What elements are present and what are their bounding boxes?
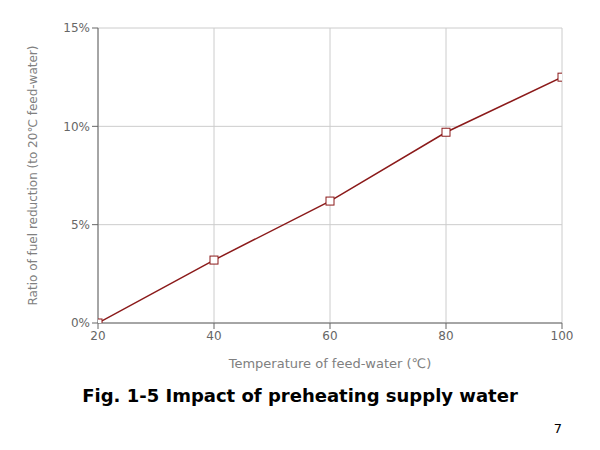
svg-text:60: 60	[322, 329, 337, 343]
svg-text:15%: 15%	[63, 21, 90, 35]
svg-text:10%: 10%	[63, 120, 90, 134]
svg-text:0%: 0%	[71, 316, 90, 330]
svg-text:100: 100	[551, 329, 574, 343]
html-text:7: 7	[553, 421, 562, 436]
svg-text:Ratio of fuel reduction (to 20: Ratio of fuel reduction (to 20℃ feed-wat…	[26, 46, 40, 306]
svg-text:Temperature of feed-water (℃): Temperature of feed-water (℃)	[228, 356, 432, 371]
svg-text:80: 80	[438, 329, 453, 343]
svg-text:5%: 5%	[71, 218, 90, 232]
svg-text:40: 40	[206, 329, 221, 343]
svg-text:20: 20	[90, 329, 105, 343]
html-text:Fig. 1-5 Impact of preheating: Fig. 1-5 Impact of preheating supply wat…	[82, 385, 518, 406]
